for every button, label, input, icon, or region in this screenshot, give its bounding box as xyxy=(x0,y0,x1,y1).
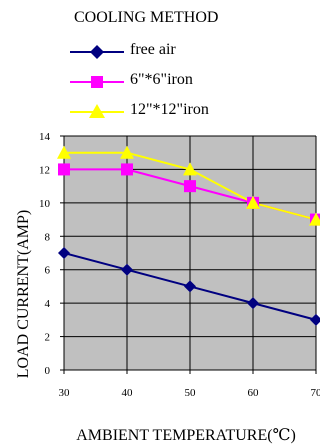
series-0-point-2 xyxy=(184,280,196,293)
y-tick-label-5: 10 xyxy=(39,198,51,210)
y-tick-label-2: 4 xyxy=(45,298,51,310)
y-tick-label-0: 0 xyxy=(45,365,51,377)
legend-label-6x6-iron: 6"*6"iron xyxy=(130,71,193,88)
x-axis-label: AMBIENT TEMPERATURE(℃) xyxy=(76,427,296,444)
x-tick-label-1: 40 xyxy=(122,387,134,399)
legend-item-6x6-iron: 6"*6"iron xyxy=(68,70,268,94)
series-0-point-3 xyxy=(247,297,259,310)
series-2-point-3 xyxy=(246,195,260,209)
y-tick-label-6: 12 xyxy=(39,164,50,176)
series-2-point-4 xyxy=(309,212,320,226)
y-tick-label-7: 14 xyxy=(39,131,51,143)
legend-item-12x12-iron: 12"*12"iron xyxy=(68,100,268,124)
series-1-point-1 xyxy=(121,163,133,176)
chart-title: COOLING METHOD xyxy=(74,9,219,26)
series-1-point-0 xyxy=(58,163,70,176)
series-2-point-0 xyxy=(57,145,71,159)
series-2-point-1 xyxy=(120,145,134,159)
x-tick-label-3: 60 xyxy=(248,387,260,399)
legend-item-free-air: free air xyxy=(68,40,268,64)
legend-label-12x12-iron: 12"*12"iron xyxy=(130,101,209,118)
y-tick-label-4: 8 xyxy=(45,231,51,243)
legend-label-free-air: free air xyxy=(130,41,176,58)
y-tick-label-3: 6 xyxy=(45,265,51,277)
series-0-point-0 xyxy=(58,247,70,259)
series-0-point-1 xyxy=(121,263,133,276)
legend-swatch-6x6-iron xyxy=(70,76,124,88)
y-tick-label-1: 2 xyxy=(45,332,51,344)
series-2-point-2 xyxy=(183,162,197,176)
x-tick-label-2: 50 xyxy=(185,387,197,399)
x-tick-label-4: 70 xyxy=(311,387,320,399)
legend-swatch-free-air xyxy=(70,45,124,59)
legend-swatch-12x12-iron xyxy=(70,104,124,118)
x-tick-label-0: 30 xyxy=(59,387,71,399)
series-0-point-4 xyxy=(310,313,320,326)
series-1-point-2 xyxy=(184,180,196,193)
